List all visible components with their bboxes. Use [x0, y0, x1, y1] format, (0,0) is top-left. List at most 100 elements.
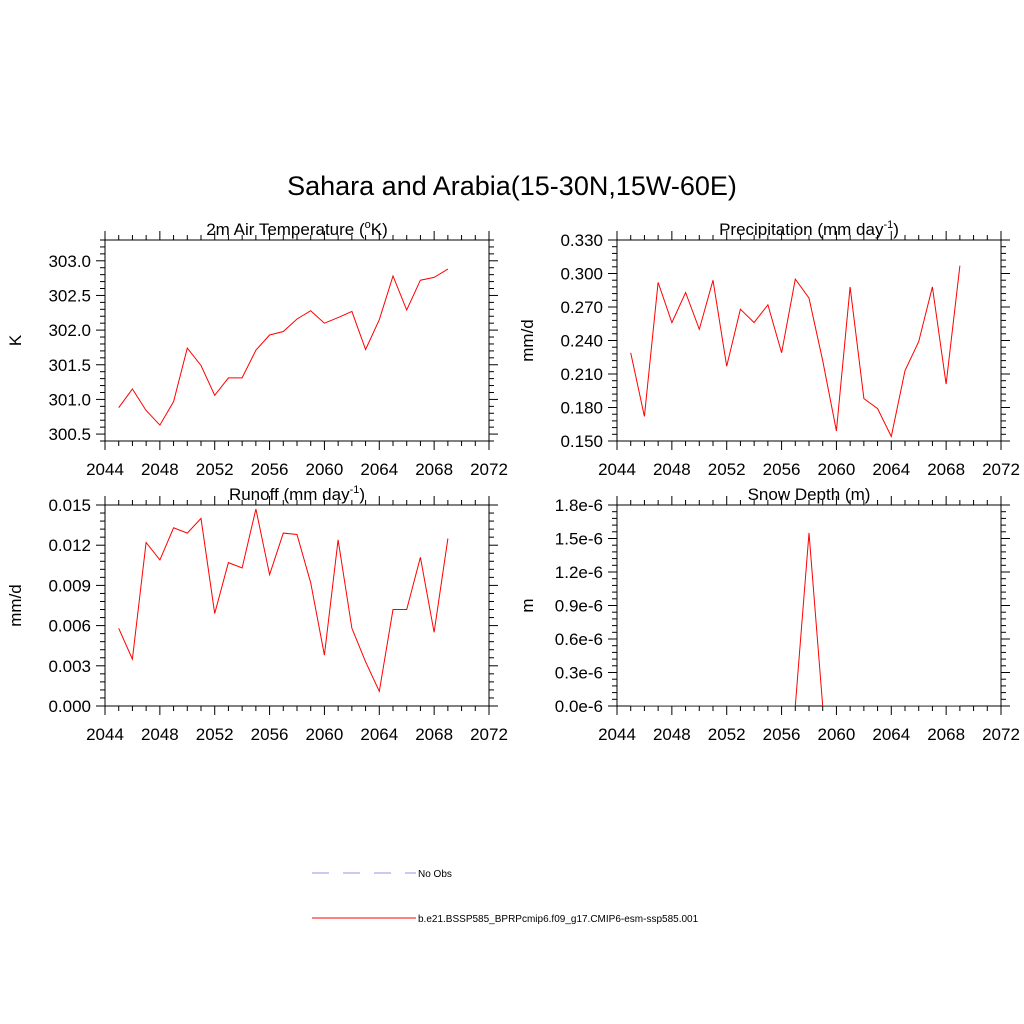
data-point: [644, 705, 645, 706]
y-tick-label: 301.5: [48, 356, 91, 375]
data-point: [296, 534, 297, 535]
data-point: [324, 654, 325, 655]
panel-temperature: 2m Air Temperature (oK) K 2044 2048 2052 2056…: [6, 219, 508, 479]
x-tick-label: 2060: [306, 460, 344, 479]
y-axis-label: mm/d: [518, 319, 537, 362]
x-tick-label: 2056: [251, 725, 289, 744]
data-point: [699, 705, 700, 706]
x-tick-label: 2064: [872, 725, 910, 744]
data-point: [918, 705, 919, 706]
y-tick-label: 0.000: [48, 697, 91, 716]
x-tick-label: 2052: [196, 725, 234, 744]
data-point: [685, 705, 686, 706]
y-tick-label: 0.6e-6: [555, 630, 603, 649]
data-point: [932, 286, 933, 287]
y-tick-label: 303.0: [48, 252, 91, 271]
data-point: [685, 292, 686, 293]
data-point: [781, 705, 782, 706]
data-point: [406, 609, 407, 610]
panel-title: Precipitation (mm day-1): [719, 219, 899, 239]
x-tick-label: 2052: [196, 460, 234, 479]
data-point: [420, 557, 421, 558]
data-point: [836, 430, 837, 431]
data-point: [187, 533, 188, 534]
data-point: [228, 377, 229, 378]
series-line-runoff: [118, 508, 449, 693]
y-tick-label: 0.240: [560, 332, 603, 351]
panel-title: 2m Air Temperature (oK): [206, 219, 388, 239]
panel-snow-depth: Snow Depth (m) m 2044 2048 2052 2056 2060 2064 2…: [518, 485, 1020, 744]
x-tick-label: 2044: [86, 460, 124, 479]
y-axis-label: m: [518, 598, 537, 612]
data-point: [392, 609, 393, 610]
series-line-snow-depth: [630, 532, 960, 706]
y-tick-label: 0.015: [48, 496, 91, 515]
x-tick-label: 2072: [470, 725, 508, 744]
data-point: [159, 424, 160, 425]
data-point: [324, 323, 325, 324]
x-tick-label: 2056: [763, 725, 801, 744]
y-tick-label: 1.8e-6: [555, 496, 603, 515]
x-tick-label: 2068: [927, 725, 965, 744]
data-point: [740, 309, 741, 310]
data-point: [283, 331, 284, 332]
data-point: [754, 705, 755, 706]
data-point: [379, 691, 380, 692]
data-point: [118, 407, 119, 408]
data-point: [946, 383, 947, 384]
data-point: [200, 518, 201, 519]
data-point: [118, 628, 119, 629]
data-point: [754, 322, 755, 323]
y-tick-label: 0.012: [48, 536, 91, 555]
plot-frame: [616, 239, 1002, 442]
figure-title: Sahara and Arabia(15-30N,15W-60E): [287, 171, 737, 201]
data-point: [932, 705, 933, 706]
panel-runoff: Runoff (mm day-1) mm/d 2044 2048 2052 2056 206…: [6, 484, 508, 744]
data-point: [200, 365, 201, 366]
data-point: [132, 388, 133, 389]
data-point: [740, 705, 741, 706]
data-point: [808, 532, 809, 533]
data-point: [767, 705, 768, 706]
y-tick-label: 0.9e-6: [555, 597, 603, 616]
data-point: [242, 377, 243, 378]
legend-obs-label: No Obs: [418, 869, 452, 880]
y-tick-label: 302.0: [48, 321, 91, 340]
legend-model-label: b.e21.BSSP585_BPRPcmip6.f09_g17.CMIP6-es…: [418, 914, 699, 925]
data-point: [822, 360, 823, 361]
data-point: [420, 280, 421, 281]
data-point: [891, 436, 892, 437]
y-tick-label: 302.5: [48, 286, 91, 305]
data-point: [959, 705, 960, 706]
x-tick-label: 2048: [141, 460, 179, 479]
y-tick-label: 1.2e-6: [555, 563, 603, 582]
y-tick-label: 0.270: [560, 298, 603, 317]
data-point: [283, 533, 284, 534]
data-point: [296, 318, 297, 319]
legend: No Obs b.e21.BSSP585_BPRPcmip6.f09_g17.C…: [312, 869, 699, 925]
data-point: [255, 350, 256, 351]
data-point: [712, 705, 713, 706]
data-point: [644, 416, 645, 417]
x-tick-label: 2044: [598, 460, 636, 479]
x-tick-label: 2056: [251, 460, 289, 479]
data-point: [434, 277, 435, 278]
data-point: [310, 582, 311, 583]
y-tick-label: 0.0e-6: [555, 697, 603, 716]
y-tick-label: 0.003: [48, 657, 91, 676]
x-tick-label: 2044: [598, 725, 636, 744]
data-point: [338, 539, 339, 540]
data-point: [406, 309, 407, 310]
data-point: [630, 705, 631, 706]
data-point: [351, 628, 352, 629]
series-line-temperature: [118, 268, 449, 426]
data-point: [269, 334, 270, 335]
data-point: [269, 574, 270, 575]
data-point: [255, 508, 256, 509]
data-point: [767, 304, 768, 305]
x-tick-label: 2068: [415, 725, 453, 744]
x-tick-label: 2048: [141, 725, 179, 744]
data-point: [214, 395, 215, 396]
y-tick-label: 300.5: [48, 425, 91, 444]
